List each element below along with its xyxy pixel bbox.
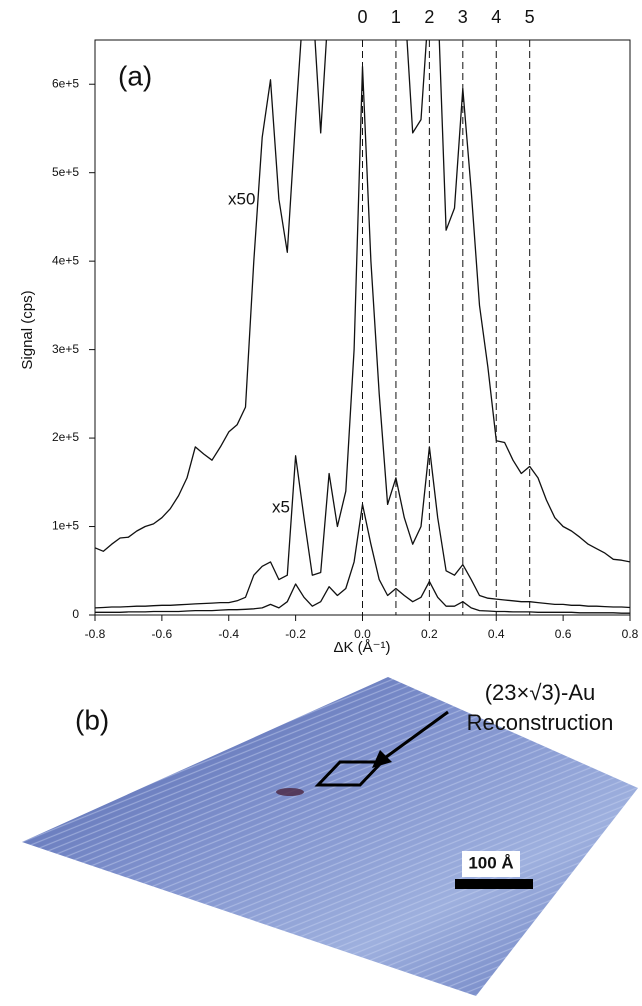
reference-label: 5 xyxy=(525,7,535,27)
stm-texture xyxy=(22,677,638,996)
y-tick-label: 5e+5 xyxy=(52,165,79,179)
annotation: (23×√3)-Au xyxy=(485,680,596,705)
x-tick-label: 0.6 xyxy=(555,627,572,641)
reference-label: 1 xyxy=(391,7,401,27)
y-tick-label: 6e+5 xyxy=(52,76,79,90)
x-tick-label: -0.8 xyxy=(85,627,106,641)
x-tick-label: 0.4 xyxy=(488,627,505,641)
reference-label: 0 xyxy=(357,7,367,27)
scale-bar xyxy=(455,879,533,889)
series-label: x50 xyxy=(228,189,255,208)
stm-image: 100 Å xyxy=(22,677,638,996)
panel-label: (a) xyxy=(118,60,152,91)
y-axis-title: Signal (cps) xyxy=(19,290,36,369)
reference-label: 2 xyxy=(424,7,434,27)
x-tick-label: 0.2 xyxy=(421,627,438,641)
y-tick-label: 3e+5 xyxy=(52,342,79,356)
data-line xyxy=(95,40,630,563)
data-line xyxy=(95,503,630,614)
annotation: Reconstruction xyxy=(467,710,614,735)
y-tick-label: 1e+5 xyxy=(52,519,79,533)
reference-label: 3 xyxy=(458,7,468,27)
x-tick-label: 0.0 xyxy=(354,627,371,641)
scale-bar-label: 100 Å xyxy=(468,853,513,872)
data-line xyxy=(95,65,630,609)
y-tick-label: 4e+5 xyxy=(52,253,79,267)
y-tick-label: 2e+5 xyxy=(52,430,79,444)
x-tick-label: -0.2 xyxy=(285,627,306,641)
series-label: x5 xyxy=(272,497,290,516)
arrow-head xyxy=(372,750,392,768)
x-tick-label: -0.4 xyxy=(218,627,239,641)
y-tick-label: 0 xyxy=(72,607,79,621)
panel-label: (b) xyxy=(75,704,109,735)
x-tick-label: 0.8 xyxy=(622,627,639,641)
x-axis-title: ΔK (Å⁻¹) xyxy=(333,639,390,656)
stm-defect xyxy=(276,788,304,796)
x-tick-label: -0.6 xyxy=(152,627,173,641)
plot-lines xyxy=(95,40,630,614)
arrow-shaft xyxy=(381,710,449,762)
scale-label-box xyxy=(462,851,520,877)
reference-label: 4 xyxy=(491,7,501,27)
